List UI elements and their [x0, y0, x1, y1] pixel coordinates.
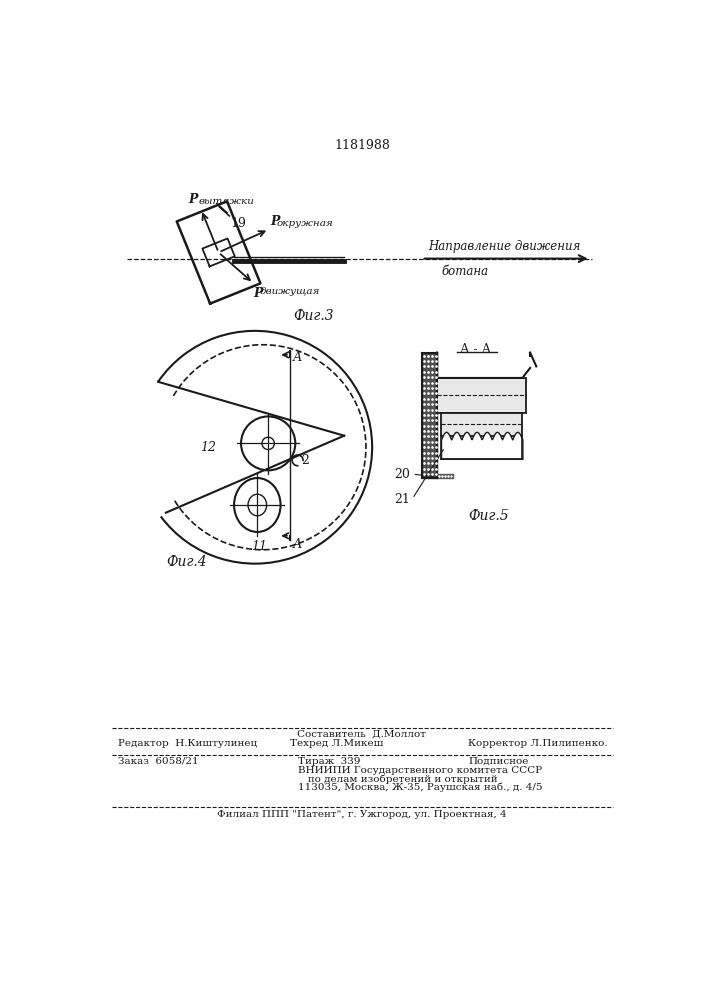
Text: Подписное: Подписное	[468, 757, 529, 766]
Text: 21: 21	[394, 493, 410, 506]
Text: вытяжки: вытяжки	[199, 197, 255, 206]
Bar	[441, 413, 522, 436]
Text: А: А	[293, 538, 303, 551]
Text: 19: 19	[231, 217, 247, 230]
Text: ботана: ботана	[441, 265, 488, 278]
Text: Р: Р	[253, 287, 263, 300]
Bar	[437, 378, 526, 413]
Text: Тираж  339: Тираж 339	[298, 757, 360, 766]
Text: 12: 12	[200, 441, 216, 454]
Text: Техред Л.Микеш: Техред Л.Микеш	[290, 739, 383, 748]
Text: 113035, Москва, Ж-35, Раушская наб., д. 4/5: 113035, Москва, Ж-35, Раушская наб., д. …	[298, 783, 542, 792]
Text: ВНИИПИ Государственного комитета СССР: ВНИИПИ Государственного комитета СССР	[298, 766, 542, 775]
Text: Корректор Л.Пилипенко.: Корректор Л.Пилипенко.	[468, 739, 608, 748]
Text: Составитель  Д.Моллот: Составитель Д.Моллот	[298, 730, 426, 739]
Text: Фиг.5: Фиг.5	[468, 509, 509, 523]
Text: 2: 2	[301, 454, 310, 467]
Text: Р: Р	[271, 215, 280, 228]
Text: Редактор  Н.Киштулинец: Редактор Н.Киштулинец	[118, 739, 257, 748]
Text: Р: Р	[188, 193, 197, 206]
Text: Заказ  6058/21: Заказ 6058/21	[118, 757, 199, 766]
Text: Направление движения: Направление движения	[428, 240, 580, 253]
Text: Фиг.3: Фиг.3	[293, 309, 334, 323]
Text: 20: 20	[394, 468, 410, 481]
Text: движущая: движущая	[259, 287, 320, 296]
Text: А - А: А - А	[460, 343, 491, 356]
Text: 1181988: 1181988	[335, 139, 391, 152]
Text: Филиал ППП "Патент", г. Ужгород, ул. Проектная, 4: Филиал ППП "Патент", г. Ужгород, ул. Про…	[217, 810, 507, 819]
Text: 11: 11	[251, 540, 267, 553]
Text: по делам изобретений и открытий: по делам изобретений и открытий	[298, 774, 497, 784]
Text: окружная: окружная	[276, 219, 334, 228]
Text: Фиг.4: Фиг.4	[166, 555, 206, 569]
Text: А: А	[293, 351, 303, 364]
